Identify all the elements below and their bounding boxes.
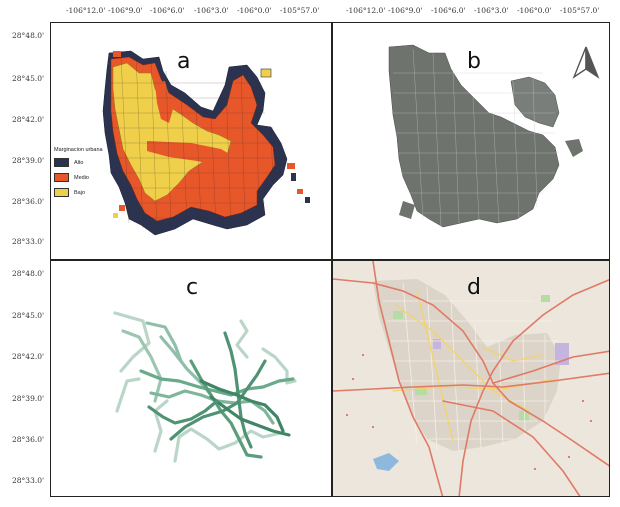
route-line: [173, 427, 283, 463]
north-arrow-icon: [572, 46, 600, 79]
x-tick-top-a: -106°6.0': [150, 6, 185, 15]
panel-label-b: b: [467, 49, 481, 74]
x-tick-top-b: -106°0.0': [517, 6, 552, 15]
street-basemap-svg: [333, 261, 609, 496]
y-tick-left-c: 28°39.0': [12, 394, 45, 403]
x-tick-top-b: -106°6.0': [431, 6, 466, 15]
urban-area-west: [388, 44, 560, 228]
legend-swatch-bajo: [54, 188, 69, 197]
panel-label-c: c: [186, 275, 199, 300]
route-line: [223, 331, 253, 449]
y-tick-left-c: 28°45.0': [12, 311, 45, 320]
outlying-block: [287, 163, 295, 169]
x-tick-top-a: -106°0.0': [237, 6, 272, 15]
y-tick-left-c: 28°33.0': [12, 476, 45, 485]
y-tick-left-a: 28°33.0': [12, 237, 45, 246]
highways: [333, 261, 609, 496]
legend-label-alto: Alto: [74, 159, 84, 166]
route-line: [139, 369, 295, 397]
purple-district: [433, 339, 441, 349]
outlying-block: [291, 173, 296, 181]
outlying-block: [113, 51, 121, 57]
panel-b-urban-footprint-map: b: [332, 22, 610, 260]
outlying-block: [260, 68, 272, 78]
poi-dots: [346, 354, 592, 470]
panel-c-bus-routes-map: c: [50, 260, 332, 497]
green-area: [393, 311, 403, 319]
outlying-block: [119, 205, 125, 211]
y-tick-left-a: 28°39.0': [12, 156, 45, 165]
zone-medio-corridor: [147, 141, 245, 169]
legend-title: Marginacion urbana: [54, 147, 103, 153]
purple-district: [555, 343, 569, 365]
urban-area-east: [510, 76, 560, 128]
map-legend: Marginacion urbana Alto Medio Bajo: [54, 147, 103, 203]
bus-routes-svg: [113, 311, 297, 463]
route-line: [199, 379, 285, 433]
y-tick-left-c: 28°36.0': [12, 435, 45, 444]
legend-item-bajo: Bajo: [54, 188, 103, 197]
block-grid: [107, 54, 285, 234]
route-line: [115, 377, 141, 413]
y-tick-left-a: 28°45.0': [12, 74, 45, 83]
x-tick-top-a: -106°3.0': [194, 6, 229, 15]
panel-d-street-basemap: d: [332, 260, 610, 497]
y-tick-left-a: 28°48.0': [12, 31, 45, 40]
route-line: [169, 359, 267, 441]
zone-medio-corridor: [155, 81, 173, 123]
marginalization-map-svg: [102, 50, 310, 236]
outlying-settlement: [565, 139, 583, 157]
route-line: [209, 395, 291, 437]
panel-label-a: a: [177, 49, 191, 74]
x-tick-top-b: -106°9.0': [388, 6, 423, 15]
outlying-block: [113, 213, 118, 218]
urban-footprint-svg: [388, 44, 583, 228]
y-tick-left-c: 28°48.0': [12, 269, 45, 278]
route-line: [113, 311, 151, 373]
route-line: [159, 335, 213, 397]
route-line: [261, 347, 297, 385]
x-tick-top-a: -106°12.0': [66, 6, 106, 15]
outlying-block: [305, 197, 310, 203]
outlying-settlement: [399, 201, 415, 219]
street-texture: [393, 48, 559, 228]
reservoir: [373, 453, 399, 471]
legend-label-medio: Medio: [74, 174, 89, 181]
panel-a-marginalization-map: a Marginacion urbana Alto Medio Bajo: [50, 22, 332, 260]
legend-swatch-medio: [54, 173, 69, 182]
panel-label-d: d: [467, 275, 481, 300]
x-tick-top-a: -105°57.0': [280, 6, 320, 15]
y-tick-left-a: 28°36.0': [12, 197, 45, 206]
green-area: [519, 411, 529, 421]
route-line: [153, 399, 169, 453]
y-tick-left-c: 28°42.0': [12, 352, 45, 361]
route-line: [145, 321, 183, 363]
x-tick-top-b: -105°57.0': [560, 6, 600, 15]
x-tick-top-b: -106°3.0': [474, 6, 509, 15]
x-tick-top-b: -106°12.0': [346, 6, 386, 15]
legend-swatch-alto: [54, 158, 69, 167]
legend-item-medio: Medio: [54, 173, 103, 182]
x-tick-top-a: -106°9.0': [108, 6, 143, 15]
y-tick-left-a: 28°42.0': [12, 115, 45, 124]
route-line: [121, 329, 163, 403]
outlying-block: [297, 189, 303, 194]
route-line: [235, 319, 249, 359]
green-area: [415, 387, 427, 395]
route-line: [147, 399, 219, 425]
green-area: [541, 295, 550, 302]
legend-item-alto: Alto: [54, 158, 103, 167]
legend-label-bajo: Bajo: [74, 189, 86, 196]
